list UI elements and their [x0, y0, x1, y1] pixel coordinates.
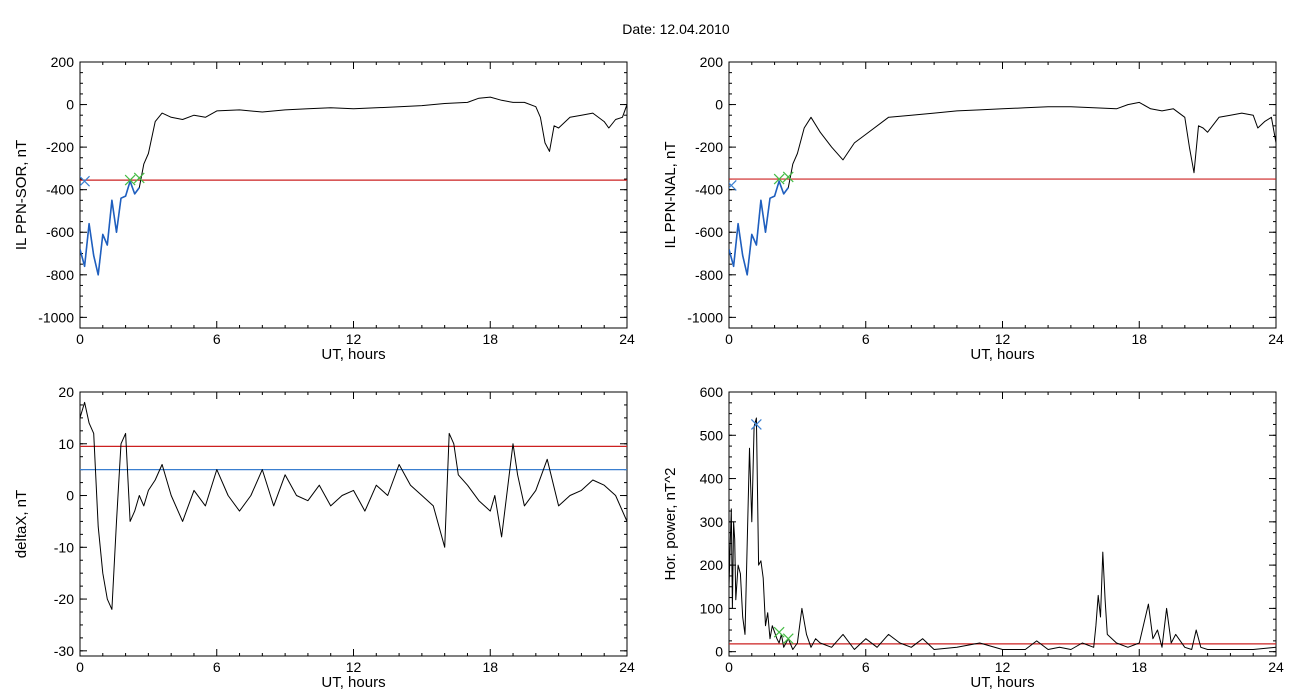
series-signal-line [80, 96, 627, 276]
y-tick-label: 500 [700, 427, 724, 443]
y-tick-label: 0 [66, 488, 74, 504]
data-marker [80, 175, 90, 187]
chart-panel-p1: 0 6 12 18 24 200 0 -200 -400 -600 -800 -1000 UT, hou… [13, 54, 635, 363]
data-marker [124, 174, 136, 186]
series-highlight-line [729, 180, 789, 276]
y-tick-label: -1000 [687, 309, 723, 325]
y-axis-label: Hor. power, nT^2 [662, 468, 679, 581]
x-tick-label: 12 [346, 659, 362, 675]
x-tick-label: 12 [995, 659, 1011, 675]
x-tick-label: 24 [619, 331, 635, 347]
y-tick-label: 600 [700, 384, 724, 400]
plot-area [729, 417, 1276, 650]
x-tick-label: 24 [1268, 331, 1284, 347]
x-axis-label: UT, hours [970, 346, 1034, 363]
y-tick-label: 20 [58, 384, 74, 400]
plot-area [80, 96, 627, 276]
y-tick-label: 0 [66, 97, 74, 113]
data-marker [750, 419, 762, 430]
x-tick-label: 6 [213, 331, 221, 347]
data-marker [773, 173, 785, 185]
series-highlight-line [80, 180, 140, 276]
x-axis-label: UT, hours [970, 674, 1034, 691]
plot-area [80, 401, 627, 610]
x-tick-label: 24 [619, 659, 635, 675]
chart-panel-p4: 0 6 12 18 24 600 500 400 300 200 100 0 UT, hours Hor.… [662, 384, 1284, 691]
y-axis-label: IL PPN-NAL, nT [662, 142, 679, 249]
series-signal-line [729, 417, 1276, 650]
plot-frame [728, 391, 1277, 657]
y-tick-label: -800 [46, 267, 74, 283]
y-tick-label: -600 [46, 224, 74, 240]
x-tick-label: 6 [213, 659, 221, 675]
y-tick-label: -200 [46, 139, 74, 155]
y-tick-label: 10 [58, 436, 74, 452]
x-tick-label: 6 [862, 659, 870, 675]
x-tick-label: 0 [725, 331, 733, 347]
y-tick-label: -200 [695, 139, 723, 155]
plot-frame [728, 61, 1277, 329]
chart-panel-p2: 0 6 12 18 24 200 0 -200 -400 -600 -800 -1000 UT, hou… [662, 54, 1284, 363]
y-tick-label: -400 [46, 182, 74, 198]
chart-panel-p3: 0 6 12 18 24 20 10 0 -10 -20 -30 UT, hours deltaX, n… [13, 384, 635, 691]
y-tick-label: 0 [715, 97, 723, 113]
plot-area [729, 101, 1276, 276]
data-marker [782, 633, 794, 645]
y-tick-label: -1000 [38, 309, 74, 325]
y-tick-label: 100 [700, 600, 724, 616]
y-tick-label: -10 [54, 539, 74, 555]
y-tick-label: 200 [700, 557, 724, 573]
data-marker [773, 626, 785, 638]
x-tick-label: 0 [76, 659, 84, 675]
x-tick-label: 18 [482, 331, 498, 347]
x-tick-label: 12 [995, 331, 1011, 347]
plot-frame [79, 391, 628, 657]
y-tick-label: 400 [700, 471, 724, 487]
x-tick-label: 0 [76, 331, 84, 347]
y-tick-label: 200 [51, 54, 75, 70]
x-axis-label: UT, hours [321, 346, 385, 363]
data-marker [729, 179, 737, 191]
series-signal-line [729, 101, 1276, 276]
y-tick-label: -30 [54, 643, 74, 659]
x-tick-label: 0 [725, 659, 733, 675]
x-tick-label: 18 [482, 659, 498, 675]
y-tick-label: -400 [695, 182, 723, 198]
x-tick-label: 12 [346, 331, 362, 347]
series-signal-line [80, 401, 627, 610]
y-tick-label: -600 [695, 224, 723, 240]
y-tick-label: -800 [695, 267, 723, 283]
x-axis-label: UT, hours [321, 674, 385, 691]
y-tick-label: 300 [700, 514, 724, 530]
y-tick-label: 0 [715, 644, 723, 660]
x-tick-label: 24 [1268, 659, 1284, 675]
plot-frame [79, 61, 628, 329]
x-tick-label: 18 [1131, 659, 1147, 675]
x-tick-label: 18 [1131, 331, 1147, 347]
y-tick-label: -20 [54, 591, 74, 607]
y-axis-label: deltaX, nT [13, 490, 30, 558]
y-tick-label: 200 [700, 54, 724, 70]
figure-title: Date: 12.04.2010 [622, 21, 730, 37]
data-marker [133, 172, 145, 184]
y-axis-label: IL PPN-SOR, nT [13, 140, 30, 250]
data-marker [782, 171, 794, 183]
x-tick-label: 6 [862, 331, 870, 347]
